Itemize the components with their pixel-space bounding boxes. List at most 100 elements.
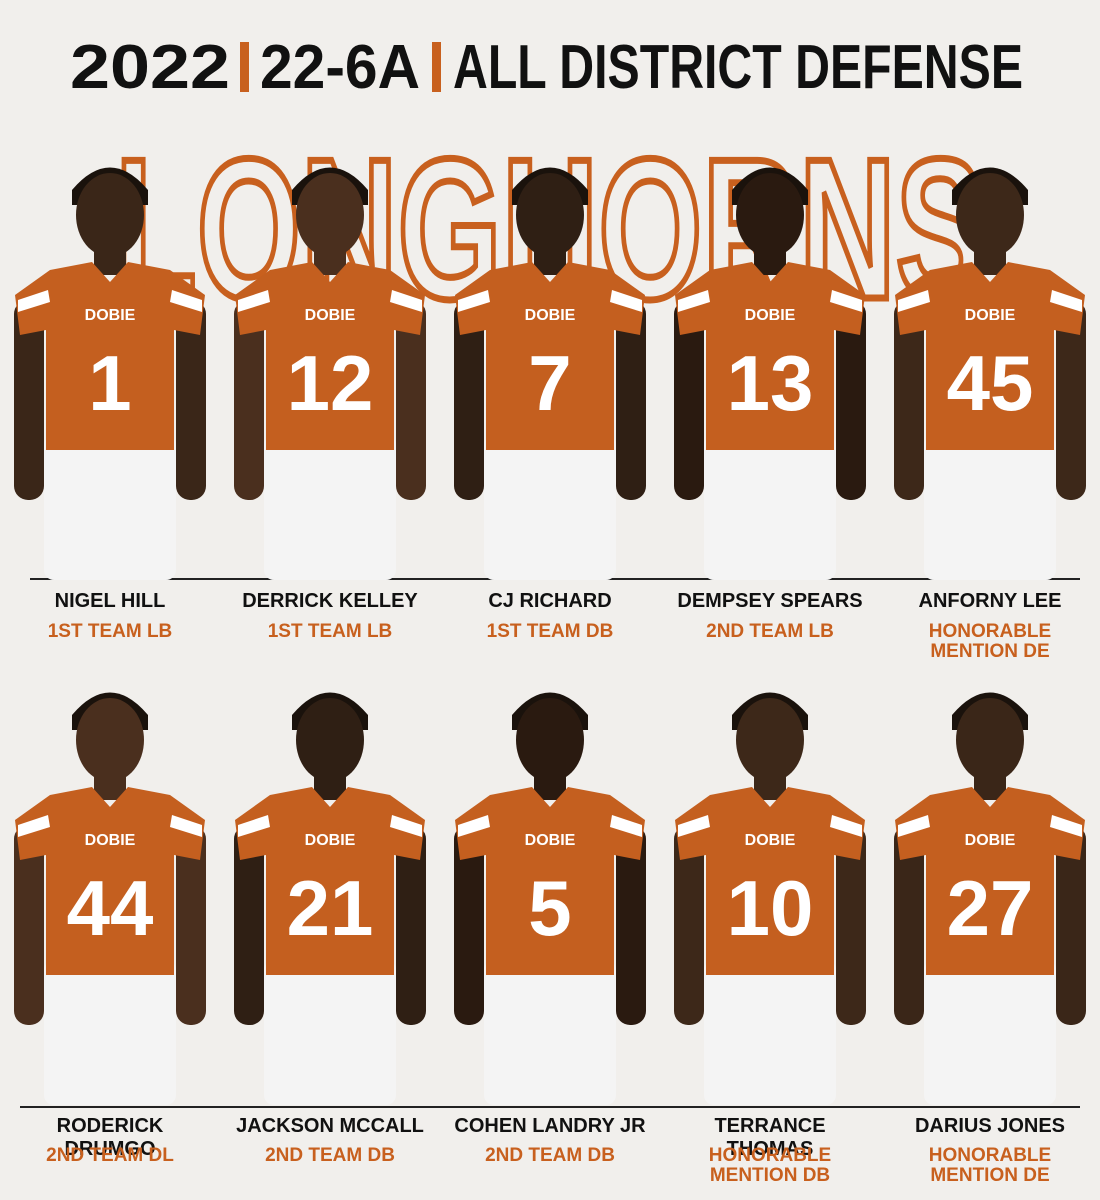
pants [924,960,1056,1105]
jersey-number: 10 [727,864,814,952]
jersey-number: 44 [67,864,154,952]
separator [240,42,249,92]
neck [534,770,566,800]
player: DOBIE 10 [674,692,866,1105]
arm [674,300,704,500]
jersey [675,787,865,975]
jersey-number: 7 [528,339,571,427]
player-name: COHEN LANDRY JR [454,1115,646,1137]
arm [454,825,484,1025]
head [956,173,1024,257]
jersey-team: DOBIE [745,307,796,324]
neck [94,245,126,275]
arm [674,825,704,1025]
head [736,173,804,257]
neck [974,245,1006,275]
neck [754,245,786,275]
title-year: 2022 [70,33,230,102]
jersey [895,787,1085,975]
arm [176,300,206,500]
honor-text: 2ND TEAM LB [706,621,834,642]
jersey-number: 21 [287,864,374,952]
pants [264,960,396,1105]
jersey-team: DOBIE [305,307,356,324]
player: DOBIE 5 [454,692,646,1105]
head [76,173,144,257]
pants [704,435,836,580]
stripe [830,815,862,837]
arm [14,300,44,500]
player: DOBIE 44 [14,692,206,1105]
arm [234,300,264,500]
player: DOBIE 21 [234,692,426,1105]
player-name: NIGEL HILL [54,590,166,612]
arm [616,300,646,500]
player-name: TERRANCE THOMAS [714,1115,826,1160]
jersey [675,262,865,450]
stripe [238,815,270,837]
stripe [458,290,490,312]
jersey [455,262,645,450]
jersey-number: 1 [88,339,131,427]
stripe [610,815,642,837]
player-name: DERRICK KELLEY [242,590,418,612]
stripe [1050,290,1082,312]
honor-text: HONORABLE MENTION DE [928,1145,1052,1186]
jersey-team: DOBIE [525,832,576,849]
jersey [895,262,1085,450]
stripe [678,815,710,837]
stripe [170,290,202,312]
neck [534,245,566,275]
arm [1056,825,1086,1025]
jersey [235,787,425,975]
title-district: 22-6A [260,33,420,102]
player-name: DARIUS JONES [914,1115,1066,1137]
head [736,698,804,782]
player-honor: HONORABLE MENTION DB [670,1146,870,1186]
stripe [170,815,202,837]
player-name: ANFORNY LEE [918,590,1062,612]
jersey-team: DOBIE [965,832,1016,849]
arm [836,300,866,500]
arm [396,825,426,1025]
player: DOBIE 13 [674,167,866,580]
arm [894,300,924,500]
head [296,698,364,782]
honor-text: 1ST TEAM DB [486,621,614,642]
honor-text: 1ST TEAM LB [267,621,393,642]
jersey [455,787,645,975]
head [516,173,584,257]
jersey-team: DOBIE [305,832,356,849]
arm [176,825,206,1025]
player: DOBIE 12 [234,167,426,580]
honor-text: HONORABLE MENTION DE [928,621,1052,662]
jersey [15,262,205,450]
jersey-team: DOBIE [85,307,136,324]
neck [94,770,126,800]
pants [704,960,836,1105]
player: DOBIE 27 [894,692,1086,1105]
separator [432,42,441,92]
player-honor: HONORABLE MENTION DE [890,1146,1090,1186]
arm [894,825,924,1025]
jersey-number: 5 [528,864,571,952]
jersey-team: DOBIE [85,832,136,849]
stripe [390,815,422,837]
jersey [235,262,425,450]
jersey-number: 27 [947,864,1034,952]
player-honor: 2ND TEAM DL [10,1146,210,1166]
player: DOBIE 1 [14,167,206,580]
jersey-team: DOBIE [965,307,1016,324]
title-text: ALL DISTRICT DEFENSE [453,33,1023,102]
player: DOBIE 45 [894,167,1086,580]
player-name: JACKSON MCCALL [236,1115,424,1137]
head [296,173,364,257]
stripe [830,290,862,312]
stripe [610,290,642,312]
stripe [18,290,50,312]
stripe [678,290,710,312]
player: DOBIE 7 [454,167,646,580]
player-name: RODERICK DRUMGO [56,1115,164,1160]
